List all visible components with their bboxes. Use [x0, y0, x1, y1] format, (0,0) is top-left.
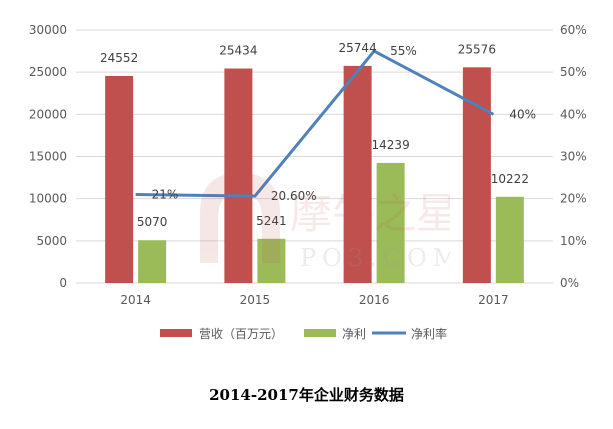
left-tick-label: 25000: [29, 65, 67, 79]
bar-data-label: 14239: [372, 138, 410, 152]
line-data-label: 21%: [152, 187, 179, 201]
left-tick-label: 10000: [29, 192, 67, 206]
bar-data-label: 25434: [219, 44, 257, 58]
left-tick-label: 15000: [29, 150, 67, 164]
revenue-bar: [105, 75, 134, 284]
left-tick-label: 20000: [29, 107, 67, 121]
line-data-label: 20.60%: [271, 189, 317, 203]
net-profit-bar: [376, 162, 405, 283]
bar-data-label: 25576: [458, 42, 496, 56]
bar-data-label: 5070: [137, 215, 168, 229]
net-profit-bar: [138, 240, 167, 283]
x-tick-label: 2017: [478, 293, 509, 307]
legend-label-net-profit: 净利: [342, 327, 366, 341]
net-profit-bar: [495, 196, 524, 283]
legend-label-net-margin: 净利率: [411, 326, 447, 341]
combo-chart: 0 5000 10000 15000 20000 25000 30000 0% 10% 20% 3…: [29, 23, 587, 341]
revenue-bar: [224, 68, 253, 284]
bar-data-label: 25744: [339, 41, 377, 55]
x-tick-label: 2014: [120, 293, 151, 307]
revenue-bar: [462, 67, 491, 283]
chart-caption: 2014-2017年企业财务数据: [209, 386, 404, 404]
legend-swatch-revenue: [160, 329, 192, 337]
left-axis-ticks: 0 5000 10000 15000 20000 25000 30000: [29, 23, 67, 290]
left-tick-label: 30000: [29, 23, 67, 37]
bar-data-label: 24552: [100, 51, 138, 65]
right-tick-label: 40%: [560, 107, 587, 121]
right-tick-label: 50%: [560, 65, 587, 79]
legend-swatch-net-profit: [304, 329, 336, 337]
right-axis-ticks: 0% 10% 20% 30% 40% 50% 60%: [560, 23, 587, 290]
net-profit-bar: [257, 238, 286, 283]
bar-data-label: 10222: [491, 172, 529, 186]
right-tick-label: 10%: [560, 234, 587, 248]
left-tick-label: 0: [59, 276, 67, 290]
data-labels: 24552 25434 25744 25576 5070 5241 14239 10222 21…: [100, 41, 536, 229]
right-tick-label: 0%: [560, 276, 579, 290]
legend: 营收（百万元） 净利 净利率: [160, 326, 447, 341]
net-margin-polyline: [135, 49, 495, 198]
bar-data-label: 5241: [256, 214, 287, 228]
net-margin-line: [135, 49, 495, 198]
x-tick-label: 2015: [240, 293, 271, 307]
right-tick-label: 20%: [560, 192, 587, 206]
right-tick-label: 30%: [560, 150, 587, 164]
legend-label-revenue: 营收（百万元）: [199, 327, 283, 341]
x-tick-label: 2016: [359, 293, 390, 307]
x-axis-ticks: 2014 2015 2016 2017: [120, 293, 508, 307]
bar-series: [105, 65, 524, 284]
right-tick-label: 60%: [560, 23, 587, 37]
left-tick-label: 5000: [36, 234, 67, 248]
revenue-bar: [343, 65, 372, 283]
line-data-label: 40%: [509, 107, 536, 121]
line-data-label: 55%: [390, 44, 417, 58]
